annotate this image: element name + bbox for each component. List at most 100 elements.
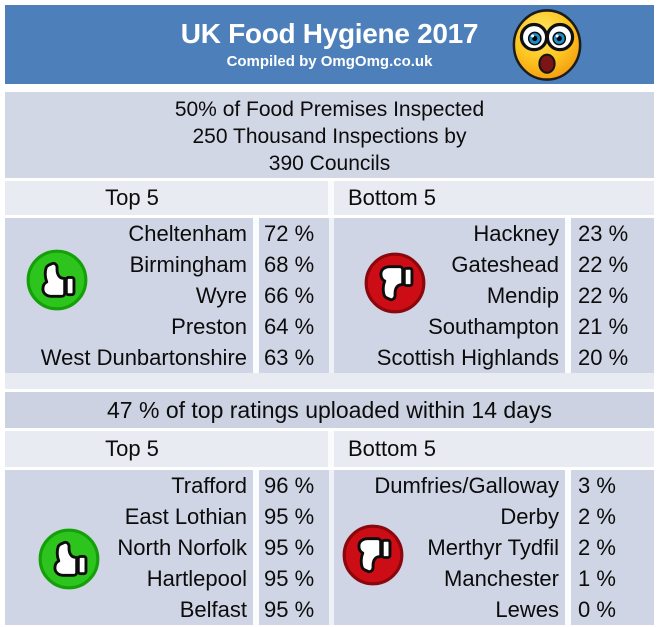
council-name: Hartlepool xyxy=(146,566,247,591)
council-percent: 95 % xyxy=(264,535,315,560)
bottom5-header: Bottom 5 xyxy=(347,185,437,210)
list-row: Birmingham 68 % Gateshead 22 % xyxy=(5,249,654,280)
bottom5-header: Bottom 5 xyxy=(347,436,437,461)
top5-header: Top 5 xyxy=(105,436,159,461)
council-percent: 2 % xyxy=(578,504,616,529)
page-title: UK Food Hygiene 2017 xyxy=(180,18,479,49)
section1-list: Cheltenham 72 % Hackney 23 % Birmingham … xyxy=(5,218,654,373)
council-name: Wyre xyxy=(195,283,247,308)
divider xyxy=(329,563,334,594)
council-percent: 95 % xyxy=(264,566,315,591)
spacer xyxy=(5,178,654,181)
council-name: Southampton xyxy=(428,314,559,339)
thumbs-down-icon xyxy=(342,524,404,586)
divider xyxy=(565,470,571,501)
shocked-emoji-icon xyxy=(512,9,582,81)
council-percent: 22 % xyxy=(578,252,629,277)
council-name: Hackney xyxy=(473,221,559,246)
council-percent: 21 % xyxy=(578,314,629,339)
divider xyxy=(253,218,259,249)
divider xyxy=(329,594,334,625)
council-percent: 95 % xyxy=(264,597,315,622)
council-percent: 63 % xyxy=(264,345,315,370)
spacer xyxy=(5,467,654,470)
council-name: Merthyr Tydfil xyxy=(427,535,559,560)
council-name: North Norfolk xyxy=(117,535,247,560)
list-row: Preston 64 % Southampton 21 % xyxy=(5,311,654,342)
council-percent: 68 % xyxy=(264,252,315,277)
spacer xyxy=(5,389,654,392)
section2-list: Trafford 96 % Dumfries/Galloway 3 % East… xyxy=(5,470,654,625)
divider xyxy=(565,218,571,249)
divider xyxy=(253,342,259,373)
summary-line: 50% of Food Premises Inspected xyxy=(174,98,485,121)
summary-line: 250 Thousand Inspections by xyxy=(192,125,467,148)
council-name: Preston xyxy=(171,314,247,339)
page-subtitle: Compiled by OmgOmg.co.uk xyxy=(226,53,433,70)
spacer xyxy=(5,215,654,218)
list-row: East Lothian 95 % Derby 2 % xyxy=(5,501,654,532)
section1-column-headers: Top 5 Bottom 5 xyxy=(5,181,654,215)
divider xyxy=(253,563,259,594)
divider xyxy=(565,342,571,373)
divider xyxy=(253,501,259,532)
list-row: Trafford 96 % Dumfries/Galloway 3 % xyxy=(5,470,654,501)
section2-column-headers: Top 5 Bottom 5 xyxy=(5,431,654,467)
divider xyxy=(329,280,334,311)
council-name: Dumfries/Galloway xyxy=(374,473,559,498)
divider xyxy=(565,563,571,594)
council-name: Birmingham xyxy=(129,252,247,277)
council-name: Scottish Highlands xyxy=(376,345,559,370)
divider xyxy=(565,280,571,311)
council-name: Derby xyxy=(500,504,559,529)
council-percent: 2 % xyxy=(578,535,616,560)
list-row: Wyre 66 % Mendip 22 % xyxy=(5,280,654,311)
divider xyxy=(329,249,334,280)
section2-heading-band: 47 % of top ratings uploaded within 14 d… xyxy=(5,392,654,428)
divider xyxy=(253,280,259,311)
summary-band: 50% of Food Premises Inspected 250 Thous… xyxy=(5,92,654,178)
council-percent: 95 % xyxy=(264,504,315,529)
list-row: Hartlepool 95 % Manchester 1 % xyxy=(5,563,654,594)
council-name: Trafford xyxy=(171,473,247,498)
council-name: Belfast xyxy=(179,597,247,622)
council-percent: 3 % xyxy=(578,473,616,498)
council-name: Gateshead xyxy=(451,252,559,277)
list-row: North Norfolk 95 % Merthyr Tydfil 2 % xyxy=(5,532,654,563)
column-divider xyxy=(328,431,334,467)
council-name: Cheltenham xyxy=(128,221,247,246)
council-percent: 22 % xyxy=(578,283,629,308)
divider xyxy=(565,594,571,625)
column-divider xyxy=(328,181,334,215)
divider xyxy=(565,249,571,280)
council-percent: 1 % xyxy=(578,566,616,591)
divider xyxy=(329,470,334,501)
spacer xyxy=(5,428,654,431)
divider xyxy=(329,501,334,532)
council-name: East Lothian xyxy=(124,504,247,529)
council-percent: 96 % xyxy=(264,473,315,498)
council-percent: 64 % xyxy=(264,314,315,339)
thumbs-down-icon xyxy=(364,252,426,314)
summary-line: 390 Councils xyxy=(268,152,391,175)
header-banner: UK Food Hygiene 2017 Compiled by OmgOmg.… xyxy=(5,5,654,84)
divider xyxy=(253,532,259,563)
section2-heading: 47 % of top ratings uploaded within 14 d… xyxy=(107,396,552,423)
divider xyxy=(565,311,571,342)
thumbs-up-icon xyxy=(26,249,88,311)
list-row: West Dunbartonshire 63 % Scottish Highla… xyxy=(5,342,654,373)
council-percent: 66 % xyxy=(264,283,315,308)
divider xyxy=(329,342,334,373)
council-name: West Dunbartonshire xyxy=(40,345,247,370)
divider xyxy=(253,311,259,342)
council-percent: 0 % xyxy=(578,597,616,622)
council-name: Manchester xyxy=(444,566,559,591)
list-row: Cheltenham 72 % Hackney 23 % xyxy=(5,218,654,249)
list-row: Belfast 95 % Lewes 0 % xyxy=(5,594,654,625)
council-percent: 23 % xyxy=(578,221,629,246)
spacer-band xyxy=(5,373,654,389)
spacer xyxy=(5,84,654,92)
thumbs-up-icon xyxy=(38,528,100,590)
divider xyxy=(253,249,259,280)
